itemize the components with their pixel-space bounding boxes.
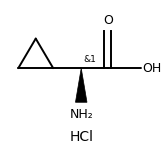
Text: &1: &1 (84, 55, 96, 64)
Polygon shape (75, 68, 87, 102)
Text: NH₂: NH₂ (69, 108, 93, 121)
Text: OH: OH (142, 62, 161, 75)
Text: O: O (103, 14, 113, 27)
Text: HCl: HCl (69, 130, 93, 144)
